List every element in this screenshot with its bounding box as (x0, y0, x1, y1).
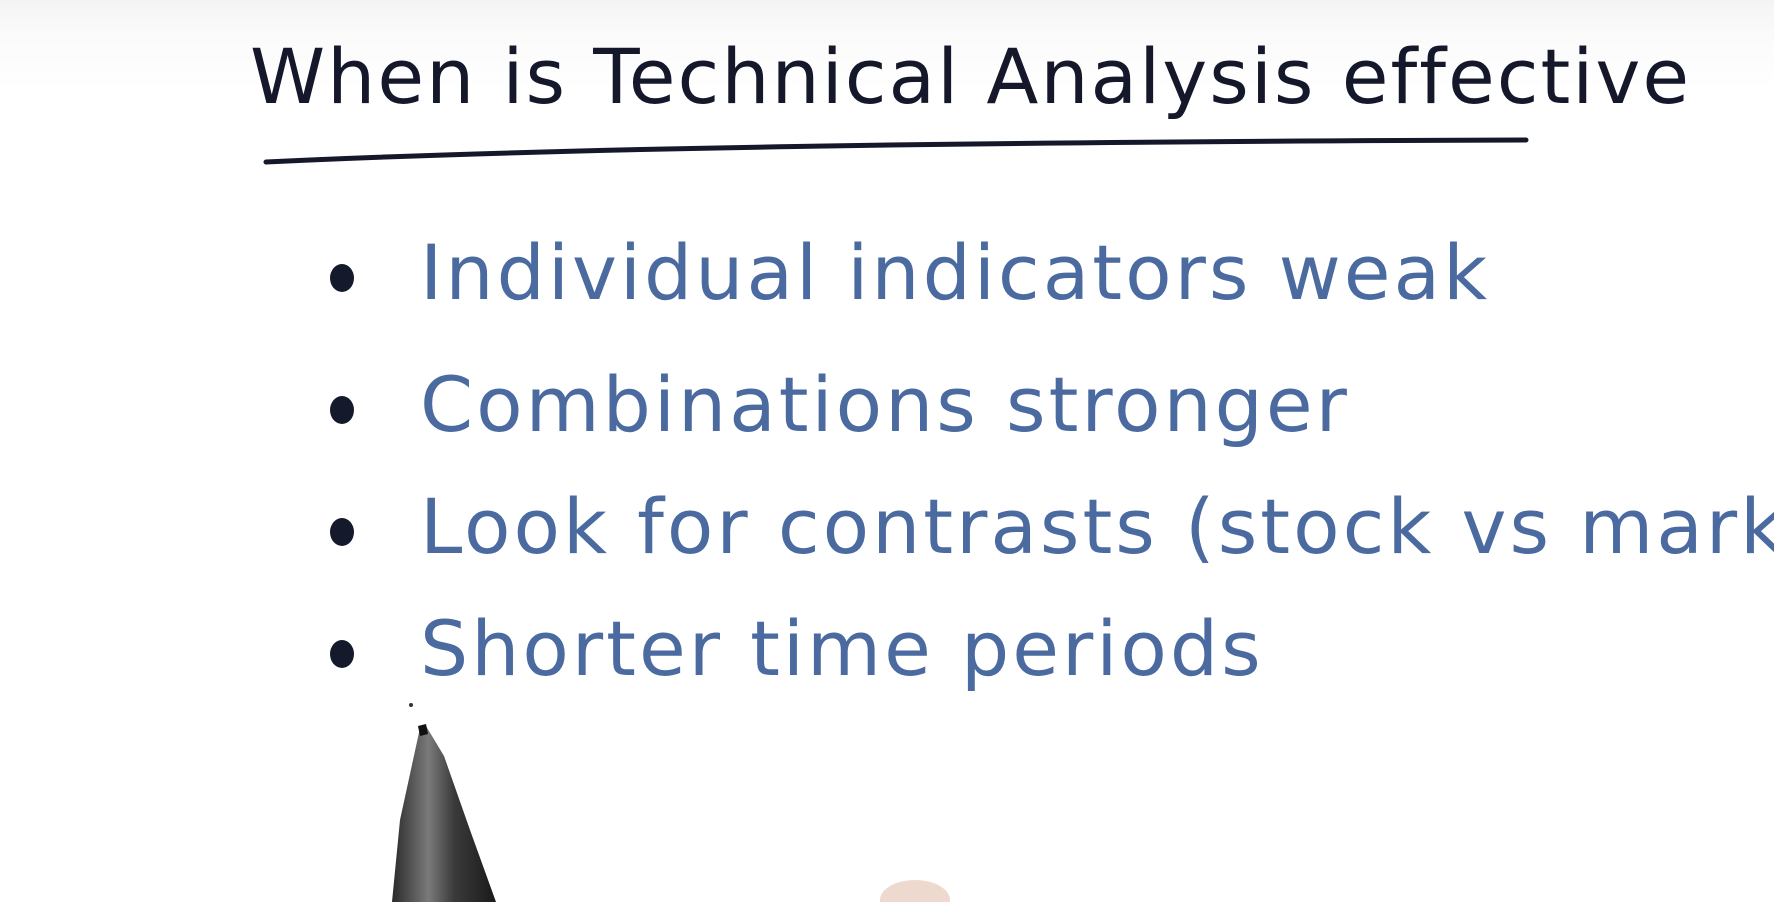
bullet-text: Individual indicators weak (420, 228, 1491, 317)
hand-shadow (880, 880, 950, 902)
slide-title: When is Technical Analysis effective (250, 32, 1692, 121)
pen-tip-mark (409, 703, 413, 707)
bullet-text: Shorter time periods (420, 604, 1264, 693)
bullet-dot (330, 264, 354, 292)
bullet-text: Look for contrasts (stock vs market) (420, 482, 1774, 571)
title-underline (263, 137, 1529, 165)
bullet-dot (330, 518, 354, 546)
bullet-text: Combinations stronger (420, 360, 1350, 449)
bullet-dot (330, 396, 354, 424)
bullet-dot (330, 640, 354, 668)
pen-icon (392, 724, 496, 902)
